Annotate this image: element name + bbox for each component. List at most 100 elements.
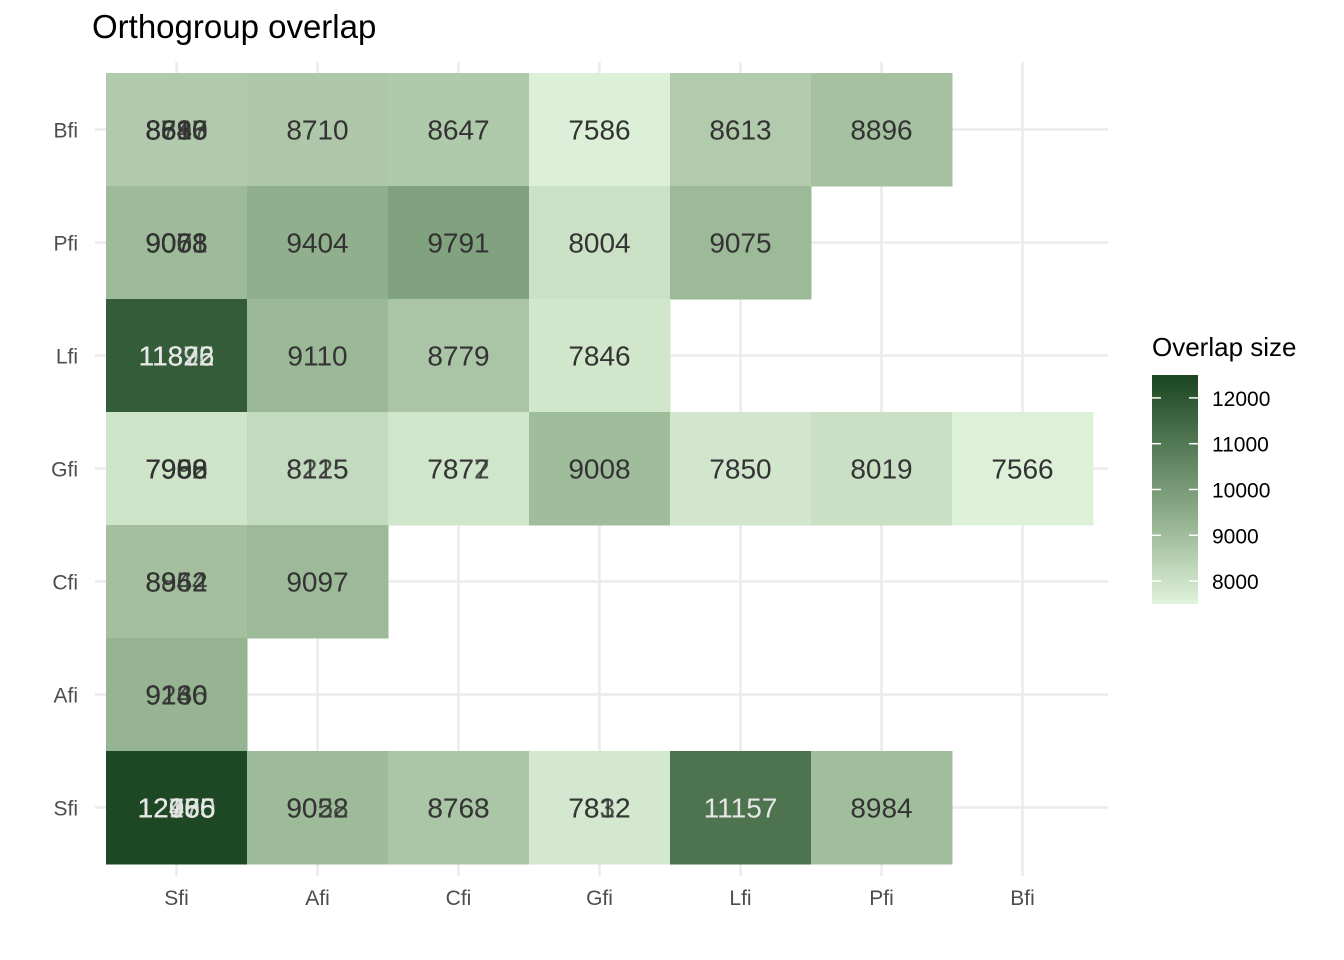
y-tick-label-sfi: Sfi <box>53 798 78 821</box>
cell-label-sfi-pfi: 9078 <box>145 228 207 259</box>
x-tick-label-sfi: Sfi <box>164 887 189 910</box>
cell-label-pfi-sfi: 8984 <box>850 793 912 824</box>
x-tick-label-bfi: Bfi <box>1010 887 1035 910</box>
y-tick-label-lfi: Lfi <box>56 346 78 369</box>
cell-label-sfi-bfi: 8630 <box>145 115 207 146</box>
tile-afi-gfi <box>247 412 389 526</box>
tile-sfi-sfi <box>106 751 248 865</box>
cell-label-afi-bfi: 8710 <box>286 115 348 146</box>
legend-tick-label: 10000 <box>1212 480 1270 503</box>
cell-label-gfi-lfi: 7846 <box>568 341 630 372</box>
cell-label-lfi-sfi: 11157 <box>704 793 778 824</box>
tile-gfi-bfi <box>529 73 671 187</box>
cell-label-lfi-gfi: 7850 <box>709 454 771 485</box>
heatmap-tiles <box>106 73 1094 865</box>
chart-title: Orthogroup overlap <box>92 8 377 45</box>
cell-label-cfi-sfi: 8763 <box>427 793 489 824</box>
y-tick-label-gfi: Gfi <box>51 459 78 482</box>
tile-gfi-sfi <box>529 751 671 865</box>
x-tick-label-pfi: Pfi <box>869 887 894 910</box>
cell-label-sfi-bfi: 8613 <box>145 115 207 146</box>
x-tick-label-cfi: Cfi <box>446 887 472 910</box>
cell-label-sfi-afi: 9166 <box>145 680 207 711</box>
cell-label-gfi-pfi: 8004 <box>568 228 630 259</box>
cell-label-sfi-sfi: 12186 <box>138 793 216 824</box>
tile-afi-cfi <box>247 525 389 639</box>
tile-afi-lfi <box>247 299 389 413</box>
cell-label-sfi-sfi: 12400 <box>138 793 216 824</box>
tile-sfi-afi <box>106 638 248 752</box>
cell-label-afi-pfi: 9404 <box>286 228 348 259</box>
cell-label-gfi-sfi: 7832 <box>568 793 630 824</box>
y-tick-label-pfi: Pfi <box>53 233 78 256</box>
tile-sfi-gfi <box>106 412 248 526</box>
cell-label-sfi-bfi: 8896 <box>145 115 207 146</box>
cell-label-sfi-lfi: 11826 <box>139 341 215 372</box>
tile-lfi-bfi <box>670 73 812 187</box>
tile-cfi-gfi <box>388 412 530 526</box>
cell-label-cfi-gfi: 7877 <box>427 454 489 485</box>
cell-label-sfi-sfi: 12055 <box>138 793 216 824</box>
tile-afi-bfi <box>247 73 389 187</box>
cell-label-cfi-lfi: 8779 <box>427 341 489 372</box>
tile-cfi-pfi <box>388 186 530 300</box>
cell-label-pfi-gfi: 8019 <box>850 454 912 485</box>
cell-label-sfi-gfi: 7988 <box>145 454 207 485</box>
tile-gfi-pfi <box>529 186 671 300</box>
axis-labels: Sfi Afi Cfi Gfi Lfi Pfi Bfi Sfi Afi Cfi Gfi Lfi Pfi B… <box>51 120 1035 911</box>
cell-label-sfi-sfi: 12775 <box>138 793 216 824</box>
cell-label-sfi-pfi: 9003 <box>145 228 207 259</box>
tile-bfi-gfi <box>952 412 1094 526</box>
legend-tick-label: 9000 <box>1212 525 1259 548</box>
tile-pfi-gfi <box>811 412 953 526</box>
cell-label-cfi-sfi: 8768 <box>427 793 489 824</box>
cell-label-sfi-sfi: 12965 <box>138 793 216 824</box>
cell-label-sfi-afi: 9240 <box>145 680 207 711</box>
cell-label-afi-sfi: 9052 <box>286 793 348 824</box>
cell-label-afi-lfi: 9110 <box>287 341 347 372</box>
cell-label-sfi-pfi: 9071 <box>145 228 207 259</box>
tile-gfi-lfi <box>529 299 671 413</box>
cell-label-sfi-cfi: 8942 <box>145 567 207 598</box>
tile-lfi-sfi <box>670 751 812 865</box>
cell-label-afi-sfi: 9028 <box>286 793 348 824</box>
cell-label-cfi-pfi: 9791 <box>427 228 489 259</box>
cell-label-sfi-lfi: 11822 <box>139 341 215 372</box>
cell-label-sfi-bfi: 8710 <box>145 115 207 146</box>
cell-label-sfi-cfi: 8864 <box>145 567 207 598</box>
tile-sfi-pfi <box>106 186 248 300</box>
cell-label-sfi-bfi: 8647 <box>145 115 207 146</box>
tile-lfi-pfi <box>670 186 812 300</box>
cell-label-sfi-afi: 9130 <box>145 680 207 711</box>
legend-tick-label: 8000 <box>1212 571 1259 594</box>
tile-pfi-bfi <box>811 73 953 187</box>
tile-cfi-bfi <box>388 73 530 187</box>
cell-label-sfi-gfi: 7966 <box>145 454 207 485</box>
y-tick-label-bfi: Bfi <box>53 120 78 143</box>
cell-label-sfi-gfi: 7992 <box>145 454 207 485</box>
tile-sfi-lfi <box>106 299 248 413</box>
cell-label-gfi-gfi: 9008 <box>568 454 630 485</box>
x-tick-label-lfi: Lfi <box>729 887 751 910</box>
tile-afi-sfi <box>247 751 389 865</box>
cell-label-sfi-bfi: 8586 <box>145 115 207 146</box>
cell-label-lfi-bfi: 8613 <box>709 115 771 146</box>
cell-label-sfi-gfi: 7958 <box>145 454 207 485</box>
cell-label-cfi-gfi: 7872 <box>427 454 489 485</box>
cell-label-gfi-sfi: 7812 <box>568 793 630 824</box>
tile-lfi-gfi <box>670 412 812 526</box>
legend-title: Overlap size <box>1152 332 1297 362</box>
tile-cfi-sfi <box>388 751 530 865</box>
cell-label-sfi-gfi: 7900 <box>145 454 207 485</box>
tile-cfi-lfi <box>388 299 530 413</box>
tile-pfi-sfi <box>811 751 953 865</box>
cell-label-gfi-bfi: 7586 <box>568 115 630 146</box>
legend: Overlap size 8000 9000 10000 11000 12000 <box>1152 332 1297 604</box>
legend-tick-label: 12000 <box>1212 388 1270 411</box>
tile-afi-pfi <box>247 186 389 300</box>
x-tick-label-afi: Afi <box>305 887 330 910</box>
cell-label-pfi-bfi: 8896 <box>850 115 912 146</box>
tile-sfi-cfi <box>106 525 248 639</box>
